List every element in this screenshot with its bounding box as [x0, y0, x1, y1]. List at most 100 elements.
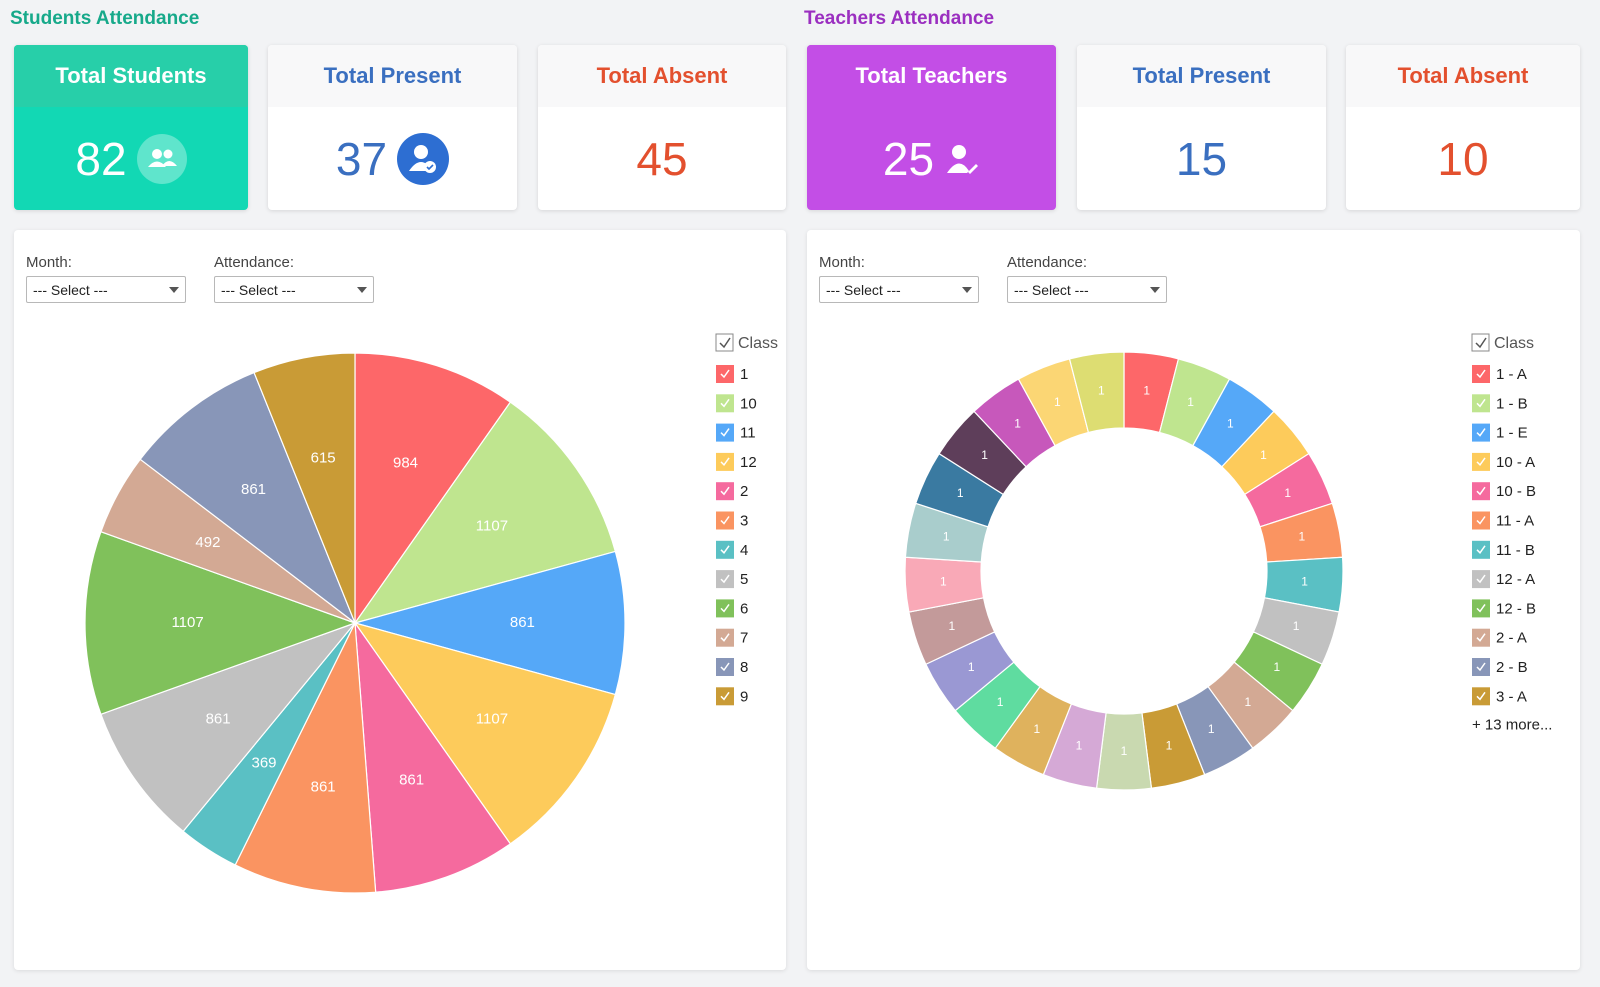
legend-label: 11 - A — [1496, 512, 1534, 529]
data-label: 1107 — [476, 518, 508, 535]
legend-check — [1476, 428, 1486, 437]
legend-check — [1476, 486, 1486, 496]
data-label: 615 — [311, 450, 336, 467]
legend-swatch — [1472, 570, 1490, 589]
card-value: 37 — [335, 132, 388, 185]
data-label: 1 — [1301, 575, 1308, 589]
section-title: Teachers Attendance — [804, 8, 995, 29]
data-label: 1 — [949, 619, 956, 633]
card-value: 45 — [636, 132, 688, 185]
data-label: 1 — [1033, 722, 1040, 736]
legend-swatch — [1472, 394, 1490, 413]
data-label: 861 — [399, 772, 424, 789]
data-label: 1 — [1166, 738, 1173, 752]
legend-swatch — [716, 570, 734, 589]
select[interactable]: --- Select --- — [1007, 276, 1167, 303]
legend-check — [720, 516, 730, 525]
stat-card: Total Present 37 — [268, 45, 517, 210]
legend-swatch — [716, 658, 734, 676]
slice — [100, 621, 357, 833]
card-value: 10 — [1437, 132, 1489, 185]
legend-check — [1476, 369, 1486, 379]
data-label: 369 — [251, 754, 276, 771]
data-label: 1 — [1143, 384, 1150, 398]
slice — [84, 530, 357, 716]
slice — [253, 352, 356, 624]
legend-check — [720, 633, 730, 642]
card-value: 82 — [75, 132, 127, 185]
legend-label: 8 — [740, 659, 748, 676]
icon — [947, 144, 979, 174]
data-label: 1 — [1245, 695, 1252, 709]
data-label: 1 — [1121, 744, 1128, 758]
data-label: 1 — [1054, 395, 1061, 409]
legend-label: 12 — [740, 454, 757, 471]
legend-title: Class — [1494, 335, 1534, 352]
legend-label: 11 - B — [1496, 542, 1535, 559]
slice — [353, 401, 617, 625]
legend-label: 3 — [740, 512, 748, 529]
legend-check — [1476, 516, 1486, 525]
legend-swatch — [716, 482, 734, 501]
data-label: 1 — [968, 660, 975, 674]
filter-label: Attendance: — [1007, 254, 1088, 271]
data-label: 984 — [393, 454, 418, 471]
card-value: 25 — [882, 132, 935, 185]
slice — [139, 371, 357, 625]
legend-swatch — [716, 540, 734, 559]
data-label: 1 — [957, 486, 964, 500]
legend-label: 1 - B — [1496, 395, 1528, 412]
data-label: 861 — [311, 778, 336, 795]
data-label: 1 — [981, 448, 988, 462]
legend-swatch — [1472, 628, 1490, 647]
data-label: 861 — [510, 614, 535, 631]
legend-check — [1476, 457, 1486, 467]
legend-check — [1476, 603, 1486, 613]
stat-card: Total Absent 45 — [538, 45, 786, 210]
stat-card: Total Present 15 — [1077, 45, 1326, 210]
legend-swatch — [1472, 599, 1490, 618]
legend-check — [720, 486, 730, 496]
stat-card: Total Students 82 — [14, 45, 248, 210]
card-label: Total Absent — [1346, 45, 1580, 107]
legend-swatch — [716, 365, 734, 383]
legend-label: 11 — [740, 425, 756, 442]
legend-check — [720, 545, 730, 554]
slice — [354, 620, 512, 893]
icon — [136, 133, 187, 184]
legend-swatch — [716, 628, 734, 647]
legend-check — [720, 691, 730, 701]
select-text: --- Select --- — [1014, 282, 1089, 298]
legend-label: 10 - B — [1496, 483, 1536, 500]
filter-label: Attendance: — [214, 254, 295, 271]
card-value: 15 — [1175, 132, 1228, 185]
legend-check — [1476, 633, 1486, 642]
data-label: 1 — [1227, 417, 1234, 431]
legend-label: 6 — [740, 600, 748, 617]
legend-checkbox — [1471, 333, 1490, 352]
select-text: --- Select --- — [826, 282, 901, 298]
select[interactable]: --- Select --- — [26, 276, 186, 303]
select[interactable]: --- Select --- — [214, 276, 374, 303]
legend-check — [720, 457, 730, 467]
slice — [353, 621, 617, 845]
stat-card: Total Teachers 25 — [807, 45, 1056, 210]
legend-swatch — [716, 599, 734, 618]
data-label: 1 — [1293, 619, 1300, 633]
legend-swatch — [716, 452, 734, 471]
legend-swatch — [1472, 540, 1490, 559]
legend-swatch — [716, 423, 734, 442]
legend-check — [720, 428, 730, 437]
legend-swatch — [1472, 482, 1490, 501]
slice — [1068, 351, 1125, 434]
legend-swatch — [1472, 687, 1490, 706]
legend-swatch — [1472, 452, 1490, 471]
legend-label: 1 - E — [1496, 425, 1528, 442]
legend-check — [1475, 337, 1487, 349]
legend-swatch — [716, 394, 734, 413]
legend-more: + 13 more... — [1472, 717, 1552, 734]
select[interactable]: --- Select --- — [819, 276, 979, 303]
legend-check — [720, 603, 730, 613]
filter-label: Month: — [26, 254, 72, 271]
